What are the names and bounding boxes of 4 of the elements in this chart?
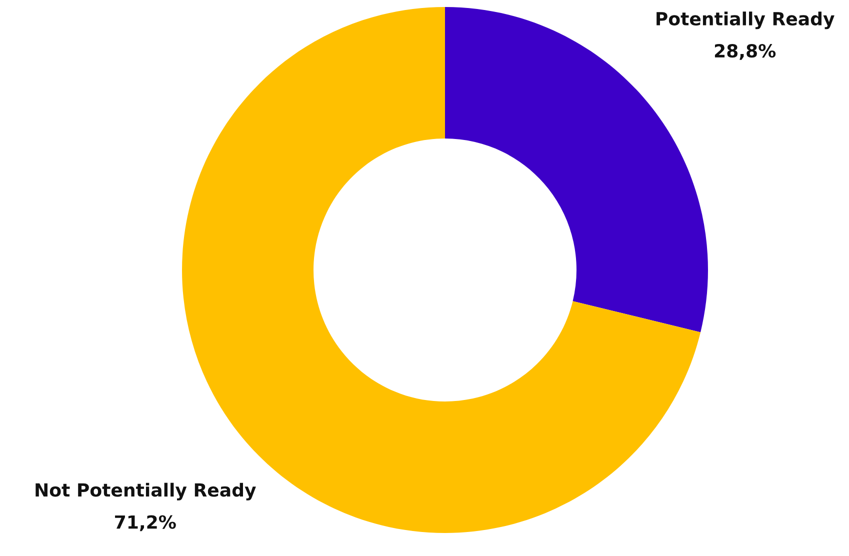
slice-label: Not Potentially Ready (36, 482, 256, 500)
slice-label: Potentially Ready (656, 12, 834, 30)
data-label: 71,2% (115, 515, 176, 532)
data-label: 28,8% (714, 44, 776, 60)
